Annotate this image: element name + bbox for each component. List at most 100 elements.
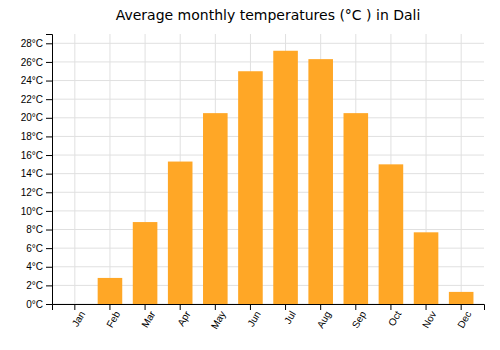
tick-label: 16°C xyxy=(21,150,43,161)
tick: 4°C xyxy=(26,261,52,272)
tick: Sep xyxy=(350,304,369,330)
grid-line xyxy=(52,229,484,230)
tick-mark xyxy=(46,81,52,82)
grid-line xyxy=(109,34,110,304)
tick: 18°C xyxy=(21,131,52,142)
tick-label: Aug xyxy=(315,309,333,330)
bar xyxy=(273,51,298,304)
tick-label: Dec xyxy=(455,309,473,330)
grid-line xyxy=(52,136,484,137)
tick: May xyxy=(209,304,228,331)
grid-line xyxy=(52,43,484,44)
tick-mark xyxy=(46,285,52,286)
grid-line xyxy=(74,34,75,304)
tick-mark xyxy=(46,174,52,175)
grid-line xyxy=(52,192,484,193)
tick: 12°C xyxy=(21,187,52,198)
tick-label: Jul xyxy=(282,309,298,326)
grid-line xyxy=(52,80,484,81)
tick-mark xyxy=(215,304,216,310)
tick-mark xyxy=(355,304,356,310)
tick-mark xyxy=(250,304,251,310)
tick-mark xyxy=(461,304,462,310)
bar xyxy=(238,71,263,304)
tick-label: 12°C xyxy=(21,187,43,198)
tick-label: May xyxy=(209,309,228,331)
tick: 28°C xyxy=(21,38,52,49)
tick: 26°C xyxy=(21,57,52,68)
tick-mark xyxy=(320,304,321,310)
tick-label: Mar xyxy=(139,309,157,330)
tick: 22°C xyxy=(21,94,52,105)
tick-mark xyxy=(145,304,146,310)
tick: Oct xyxy=(386,304,403,328)
tick-mark xyxy=(285,304,286,310)
grid-line xyxy=(52,155,484,156)
tick: Feb xyxy=(104,304,122,330)
tick-mark xyxy=(390,304,391,310)
tick-mark xyxy=(46,248,52,249)
tick-mark xyxy=(46,136,52,137)
tick: 10°C xyxy=(21,206,52,217)
bar xyxy=(344,113,369,304)
tick-label: 8°C xyxy=(26,224,43,235)
title: Average monthly temperatures (°C ) in Da… xyxy=(116,7,421,23)
tick-label: 10°C xyxy=(21,206,43,217)
tick: 2°C xyxy=(26,280,52,291)
tick: Jul xyxy=(282,304,298,326)
axis-line xyxy=(46,35,53,305)
grid-line xyxy=(461,34,462,304)
x-axis: Jan Feb Mar Apr May Jun Jul Aug Sep Oct Nov Dec xyxy=(53,304,485,331)
bar xyxy=(133,222,158,304)
tick: Dec xyxy=(455,304,473,330)
grid xyxy=(52,34,484,304)
tick: Mar xyxy=(139,304,157,330)
tick: 20°C xyxy=(21,112,52,123)
tick: Jun xyxy=(245,304,263,329)
tick-label: 22°C xyxy=(21,94,43,105)
tick-mark xyxy=(46,230,52,231)
tick-mark xyxy=(109,304,110,310)
bar xyxy=(98,278,123,304)
tick-label: Sep xyxy=(350,309,369,330)
tick-label: 4°C xyxy=(26,261,43,272)
tick: Apr xyxy=(175,304,193,328)
tick-label: Jan xyxy=(70,309,88,328)
tick: 0°C xyxy=(26,299,52,310)
tick-mark xyxy=(46,43,52,44)
tick: 8°C xyxy=(26,224,52,235)
tick: 24°C xyxy=(21,75,52,86)
tick-label: 0°C xyxy=(26,299,43,310)
tick-mark xyxy=(46,118,52,119)
tick-label: 6°C xyxy=(26,243,43,254)
grid-line xyxy=(52,61,484,62)
bar xyxy=(379,164,404,304)
tick-mark xyxy=(46,304,52,305)
tick-label: 26°C xyxy=(21,57,43,68)
tick-label: 28°C xyxy=(21,38,43,49)
tick-mark xyxy=(46,99,52,100)
tick-label: 14°C xyxy=(21,168,43,179)
tick-label: 2°C xyxy=(26,280,43,291)
tick: Aug xyxy=(315,304,333,330)
tick-mark xyxy=(426,304,427,310)
tick-mark xyxy=(180,304,181,310)
tick-mark xyxy=(46,192,52,193)
bars xyxy=(98,51,474,304)
axis-line xyxy=(53,305,485,311)
grid-line xyxy=(52,173,484,174)
tick-label: Jun xyxy=(245,309,263,328)
tick-label: 20°C xyxy=(21,112,43,123)
tick-label: Oct xyxy=(386,309,403,328)
bar xyxy=(308,59,333,304)
tick-label: 24°C xyxy=(21,75,43,86)
chart: Jan Feb Mar Apr May Jun Jul Aug Sep Oct Nov Dec 0°C 2… xyxy=(0,0,500,350)
tick: 16°C xyxy=(21,150,52,161)
tick-label: Nov xyxy=(420,309,438,330)
tick-mark xyxy=(46,155,52,156)
tick: 6°C xyxy=(26,243,52,254)
tick: 14°C xyxy=(21,168,52,179)
tick-label: Apr xyxy=(175,309,193,329)
tick: Nov xyxy=(420,304,438,330)
bar xyxy=(414,232,439,304)
